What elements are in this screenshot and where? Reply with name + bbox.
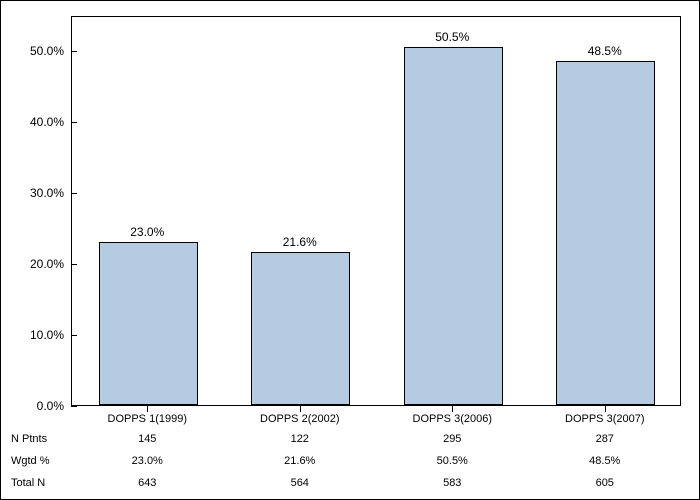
x-category-label: DOPPS 2(2002) xyxy=(260,413,339,425)
bar-value-label: 23.0% xyxy=(130,225,164,239)
table-row-label: N Ptnts xyxy=(11,433,47,445)
table-cell: 21.6% xyxy=(284,455,315,467)
y-tick-label: 20.0% xyxy=(30,257,64,271)
y-tick-label: 30.0% xyxy=(30,186,64,200)
table-cell: 295 xyxy=(443,433,461,445)
x-tick xyxy=(452,406,453,412)
y-tick-label: 10.0% xyxy=(30,328,64,342)
y-tick xyxy=(71,335,77,336)
table-cell: 145 xyxy=(138,433,156,445)
table-cell: 583 xyxy=(443,477,461,489)
y-tick xyxy=(71,406,77,407)
bar xyxy=(99,242,198,405)
y-tick xyxy=(71,264,77,265)
x-category-label: DOPPS 3(2006) xyxy=(413,413,492,425)
table-cell: 643 xyxy=(138,477,156,489)
table-cell: 605 xyxy=(596,477,614,489)
table-cell: 564 xyxy=(291,477,309,489)
table-cell: 23.0% xyxy=(132,455,163,467)
y-tick-label: 50.0% xyxy=(30,44,64,58)
plot-area xyxy=(71,16,681,406)
x-category-label: DOPPS 1(1999) xyxy=(108,413,187,425)
bar-value-label: 50.5% xyxy=(435,30,469,44)
table-cell: 48.5% xyxy=(589,455,620,467)
table-cell: 287 xyxy=(596,433,614,445)
x-tick xyxy=(147,406,148,412)
y-tick xyxy=(71,122,77,123)
y-tick-label: 40.0% xyxy=(30,115,64,129)
x-tick xyxy=(605,406,606,412)
chart-container: 0.0% 10.0% 20.0% 30.0% 40.0% 50.0% 23.0% DOPPS … xyxy=(0,0,700,500)
bar-value-label: 48.5% xyxy=(588,44,622,58)
y-tick xyxy=(71,193,77,194)
bar xyxy=(251,252,350,405)
table-row-label: Total N xyxy=(11,477,45,489)
bar xyxy=(404,47,503,405)
table-row-label: Wgtd % xyxy=(11,455,50,467)
bar-value-label: 21.6% xyxy=(283,235,317,249)
y-tick-label: 0.0% xyxy=(37,399,64,413)
bar xyxy=(556,61,655,405)
table-cell: 122 xyxy=(291,433,309,445)
x-tick xyxy=(300,406,301,412)
table-cell: 50.5% xyxy=(437,455,468,467)
y-tick xyxy=(71,51,77,52)
x-category-label: DOPPS 3(2007) xyxy=(565,413,644,425)
